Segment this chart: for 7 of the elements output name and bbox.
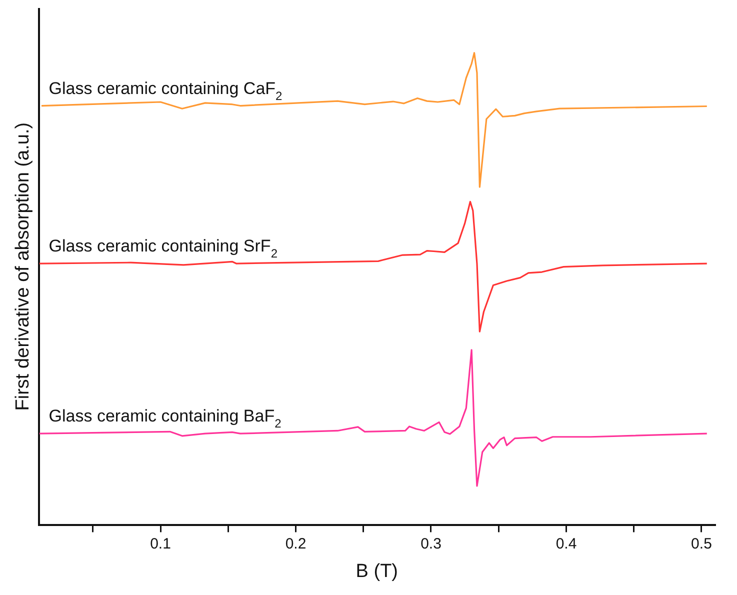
x-tick-label: 0.4 <box>556 535 577 552</box>
x-tick-label: 0.5 <box>691 535 712 552</box>
x-tick-label: 0.2 <box>285 535 306 552</box>
x-tick-label: 0.3 <box>420 535 442 552</box>
x-tick-label: 0.1 <box>150 535 171 552</box>
y-axis-title: First derivative of absorption (a.u.) <box>12 122 34 411</box>
x-axis-title: B (T) <box>356 560 398 582</box>
